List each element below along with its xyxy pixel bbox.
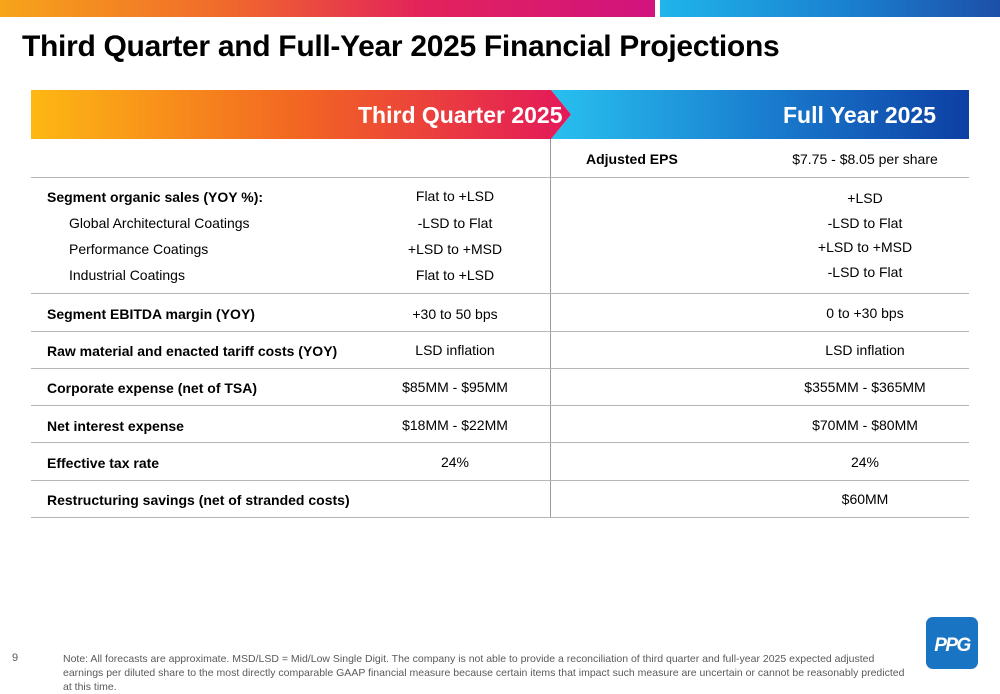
segment-sales-subrow-q3: -LSD to Flat	[417, 215, 493, 231]
segment-sales-full-year: +LSD	[847, 190, 883, 206]
segment-sales-label: Segment organic sales (YOY %):	[47, 189, 264, 205]
adjusted-eps-label: Adjusted EPS	[586, 151, 678, 167]
row-divider	[31, 293, 969, 294]
table-row-full-year: LSD inflation	[825, 342, 905, 358]
row-divider	[31, 368, 969, 369]
svg-text:PPG: PPG	[934, 635, 971, 656]
table-row-full-year: 24%	[850, 454, 880, 470]
footnote: Note: All forecasts are approximate. MSD…	[63, 653, 905, 693]
table-row-q3: LSD inflation	[415, 342, 495, 358]
table-row-full-year: 0 to +30 bps	[826, 305, 904, 321]
table-row-full-year: $70MM - $80MM	[812, 417, 918, 433]
adjusted-eps-full-year: $7.75 - $8.05 per share	[792, 151, 938, 167]
table-row-label: Effective tax rate	[47, 455, 160, 471]
table-row-q3: $85MM - $95MM	[402, 379, 508, 395]
banner-graphic	[31, 90, 969, 139]
segment-sales-subrow-label: Industrial Coatings	[69, 267, 185, 283]
table-row-full-year: $60MM	[841, 491, 889, 507]
row-divider	[31, 331, 969, 332]
row-divider	[31, 517, 969, 518]
segment-sales-subrow-full-year: -LSD to Flat	[827, 215, 903, 231]
segment-sales-subrow-full-year: -LSD to Flat	[827, 264, 903, 280]
ppg-logo-icon: PPG	[926, 617, 978, 669]
full-year-header: Full Year 2025	[783, 102, 937, 128]
row-divider	[31, 405, 969, 406]
segment-sales-subrow-full-year: +LSD to +MSD	[817, 239, 913, 255]
segment-sales-subrow-label: Performance Coatings	[69, 241, 209, 257]
segment-sales-q3: Flat to +LSD	[415, 188, 495, 204]
table-row-label: Corporate expense (net of TSA)	[47, 380, 258, 396]
table-row-q3: +30 to 50 bps	[412, 306, 498, 322]
row-divider	[31, 480, 969, 481]
table-row-full-year: $355MM - $365MM	[804, 379, 926, 395]
table-row-label: Segment EBITDA margin (YOY)	[47, 306, 255, 322]
table-row-q3: $18MM - $22MM	[402, 417, 508, 433]
page-number: 9	[12, 652, 19, 664]
top-color-bar	[0, 0, 1000, 17]
column-divider	[550, 139, 551, 517]
third-quarter-banner-bg	[31, 90, 571, 139]
table-row-label: Restructuring savings (net of stranded c…	[47, 492, 350, 508]
third-quarter-header: Third Quarter 2025	[358, 102, 563, 128]
page-title: Third Quarter and Full-Year 2025 Financi…	[22, 30, 780, 63]
row-divider	[31, 442, 969, 443]
full-year-banner-bg	[551, 90, 969, 139]
segment-sales-subrow-q3: Flat to +LSD	[415, 267, 495, 283]
table-row-label: Raw material and enacted tariff costs (Y…	[47, 343, 338, 359]
segment-sales-subrow-label: Global Architectural Coatings	[69, 215, 250, 231]
segment-sales-subrow-q3: +LSD to +MSD	[407, 241, 503, 257]
table-row-q3: 24%	[440, 454, 470, 470]
row-divider	[31, 177, 969, 178]
table-row-label: Net interest expense	[47, 418, 184, 434]
column-header-banner: Third Quarter 2025 Full Year 2025	[31, 90, 969, 139]
